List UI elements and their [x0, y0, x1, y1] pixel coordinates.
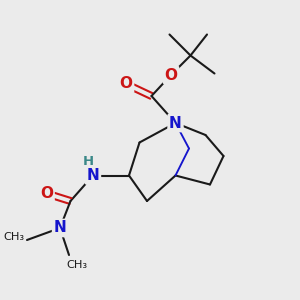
Text: N: N	[169, 116, 182, 130]
Text: O: O	[164, 68, 178, 82]
Text: N: N	[54, 220, 66, 236]
Text: O: O	[119, 76, 133, 92]
Text: H: H	[83, 154, 94, 168]
Text: CH₃: CH₃	[4, 232, 25, 242]
Text: N: N	[87, 168, 99, 183]
Text: O: O	[40, 186, 53, 201]
Text: CH₃: CH₃	[67, 260, 88, 270]
